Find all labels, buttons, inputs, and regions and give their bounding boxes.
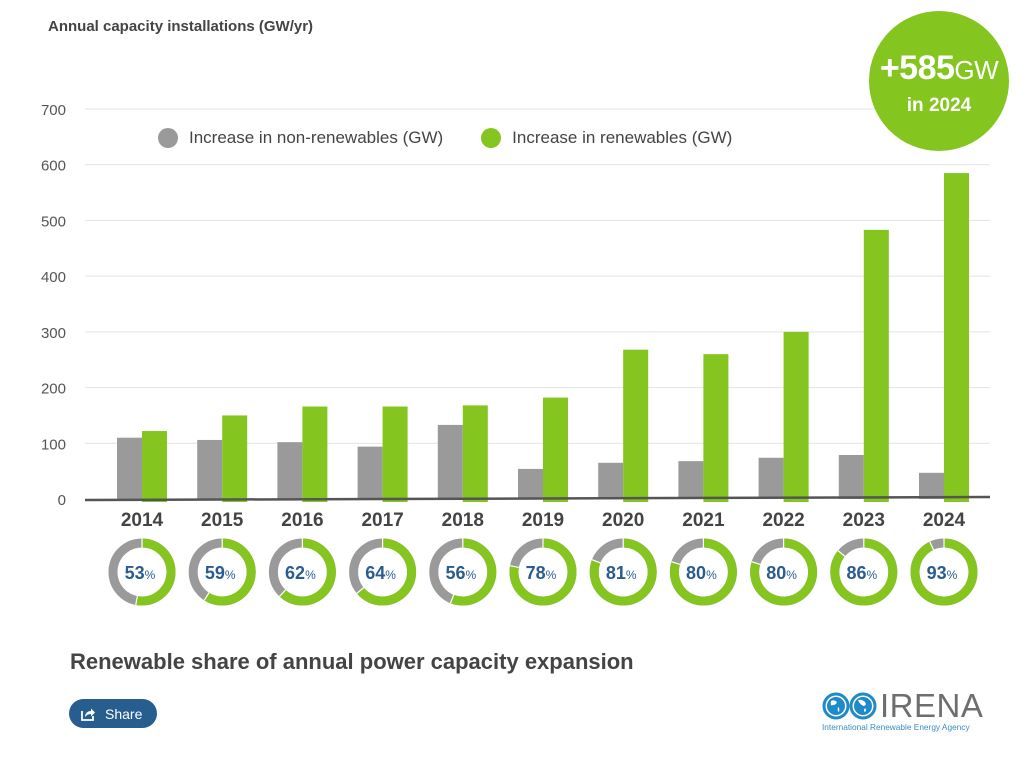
donut-share-label: 80% — [766, 563, 797, 583]
donut-share-label: 81% — [606, 563, 637, 583]
share-label: Share — [105, 705, 143, 722]
y-tick-label: 600 — [41, 158, 66, 175]
bar-non-renewables — [437, 424, 463, 499]
bar-renewables — [142, 431, 167, 502]
y-tick-label: 400 — [41, 269, 66, 286]
bar-non-renewables — [117, 437, 142, 499]
donut-share-label: 86% — [846, 563, 877, 583]
donut-share-label: 64% — [365, 563, 396, 583]
donut-renewable-arc — [356, 538, 417, 606]
donut-share-label: 80% — [686, 563, 717, 583]
donut-renewable-arc — [204, 538, 256, 606]
legend-item-renewables[interactable]: Increase in renewables (GW) — [481, 128, 732, 148]
badge-unit: GW — [954, 55, 999, 85]
legend-swatch-green — [481, 128, 502, 148]
highlight-badge: +585GW in 2024 — [869, 11, 1009, 151]
donut-divider — [279, 589, 287, 597]
donut-renewable-arc — [450, 538, 497, 606]
bar-non-renewables — [758, 457, 784, 499]
x-tick-label: 2023 — [843, 510, 885, 531]
donut-renewable-arc — [830, 538, 898, 606]
donut-share-label: 59% — [205, 563, 236, 583]
bar-non-renewables — [197, 439, 223, 499]
y-tick-label: 700 — [41, 102, 66, 119]
bar-renewables — [703, 354, 729, 502]
bar-non-renewables — [277, 442, 303, 499]
y-tick-label: 300 — [41, 325, 66, 342]
legend-swatch-gray — [158, 128, 178, 148]
globe-infinity-icon — [822, 692, 877, 720]
bar-renewables — [462, 405, 488, 502]
donut-divider — [135, 595, 138, 606]
badge-caption: in 2024 — [906, 95, 972, 116]
chart-subtitle: Renewable share of annual power capacity… — [70, 649, 634, 674]
x-tick-label: 2015 — [201, 510, 244, 531]
y-tick-label: 0 — [58, 492, 66, 509]
badge-value: +585 — [879, 49, 955, 87]
bar-renewables — [944, 173, 969, 503]
donut-share-label: 62% — [285, 563, 316, 583]
donut-renewable-arc — [509, 538, 577, 606]
donut-divider — [356, 587, 365, 594]
donut-divider — [929, 541, 935, 551]
bar-renewables — [222, 415, 248, 502]
donut-share-label: 53% — [125, 563, 156, 583]
x-tick-label: 2024 — [923, 510, 966, 531]
donut-divider — [591, 559, 601, 564]
legend-label-non-renewables: Increase in non-renewables (GW) — [189, 128, 444, 147]
x-tick-label: 2017 — [361, 510, 403, 531]
x-tick-label: 2021 — [682, 510, 725, 531]
bar-non-renewables — [518, 468, 543, 499]
x-axis-line — [84, 495, 991, 502]
bar-chart: 0 100 200 300 400 500 600 700 2014 53% 2015 59% 2016… — [41, 102, 991, 606]
donut-divider — [837, 550, 846, 557]
chart-legend: Increase in non-renewables (GW) Increase… — [158, 128, 770, 148]
donut-renewable-arc — [589, 538, 657, 606]
bar-non-renewables — [838, 454, 864, 499]
bar-renewables — [543, 397, 568, 502]
donut-renewable-arc — [669, 538, 737, 606]
x-tick-label: 2019 — [522, 510, 564, 531]
share-button[interactable]: Share — [69, 699, 157, 728]
bar-non-renewables — [598, 462, 624, 499]
donut-renewable-arc — [750, 538, 818, 606]
bar-renewables — [783, 331, 809, 502]
bar-renewables — [302, 406, 328, 502]
donut-divider — [449, 594, 455, 604]
bar-non-renewables — [919, 472, 944, 499]
x-tick-label: 2018 — [442, 510, 484, 531]
y-axis-title: Annual capacity installations (GW/yr) — [48, 18, 314, 35]
y-tick-label: 100 — [41, 436, 66, 453]
bar-renewables — [382, 406, 408, 502]
donut-renewable-arc — [279, 538, 336, 606]
x-tick-label: 2020 — [602, 510, 644, 531]
donut-share-label: 93% — [927, 563, 958, 583]
donut-divider — [203, 592, 210, 601]
x-tick-label: 2014 — [121, 510, 164, 531]
bar-renewables — [623, 349, 649, 502]
donut-divider — [751, 561, 761, 565]
y-tick-label: 200 — [41, 381, 66, 398]
legend-item-non-renewables[interactable]: Increase in non-renewables (GW) — [158, 128, 443, 148]
share-icon — [81, 708, 95, 721]
irena-logo[interactable]: IRENA International Renewable Energy Age… — [820, 687, 984, 740]
bar-renewables — [863, 229, 889, 502]
logo-tagline: International Renewable Energy Agency — [822, 722, 970, 732]
x-tick-label: 2022 — [762, 510, 804, 531]
x-tick-label: 2016 — [281, 510, 323, 531]
donut-share-label: 56% — [445, 563, 476, 583]
donut-renewable-arc — [135, 538, 176, 606]
bar-non-renewables — [357, 446, 383, 499]
badge-value-line: +585GW — [869, 51, 1009, 85]
donut-divider — [509, 565, 520, 568]
y-tick-label: 500 — [41, 213, 66, 230]
donut-share-label: 78% — [526, 563, 557, 583]
bar-non-renewables — [678, 461, 704, 499]
donut-divider — [671, 561, 681, 565]
logo-name: IRENA — [880, 687, 984, 724]
donut-renewable-arc — [910, 538, 978, 606]
legend-label-renewables: Increase in renewables (GW) — [512, 128, 733, 147]
